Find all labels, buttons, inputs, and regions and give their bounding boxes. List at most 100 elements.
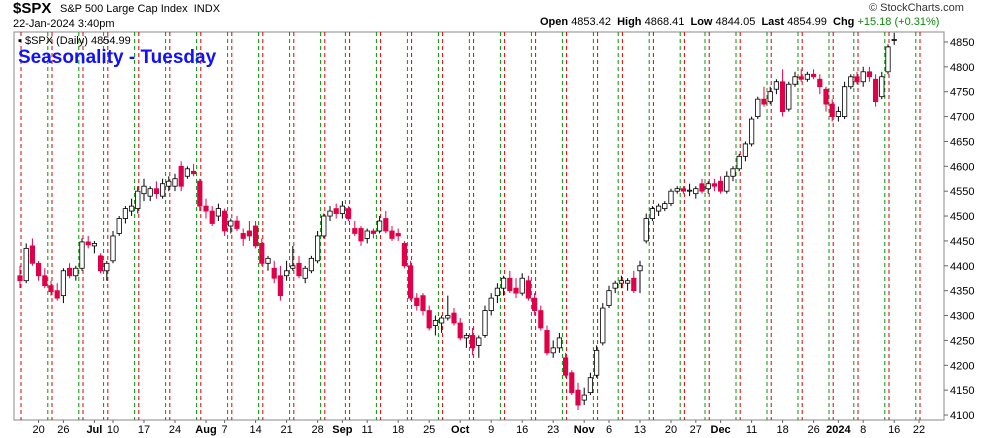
candle-body xyxy=(104,262,110,272)
candle-body xyxy=(302,267,308,279)
candle-body xyxy=(277,275,284,297)
candle-body xyxy=(178,165,184,187)
x-tick-label: 28 xyxy=(311,424,323,436)
candle-body xyxy=(718,180,724,192)
candle-body xyxy=(122,208,128,219)
candle-body xyxy=(705,183,711,190)
x-tick-label: 18 xyxy=(776,424,788,436)
candle-body xyxy=(166,180,172,187)
candle-body xyxy=(693,188,699,195)
candle-body xyxy=(116,218,122,234)
x-tick-label: 11 xyxy=(746,424,757,436)
candle-body xyxy=(321,215,327,237)
candle-body xyxy=(469,335,476,349)
candle-body xyxy=(29,245,36,264)
candle-body xyxy=(525,280,532,299)
candle-body xyxy=(662,203,668,209)
candle-body xyxy=(500,277,507,289)
candle-body xyxy=(240,233,246,239)
candle-body xyxy=(879,76,885,98)
candle-body xyxy=(23,247,29,282)
candle-body xyxy=(587,377,594,394)
candle-body xyxy=(296,262,302,277)
candle-body xyxy=(866,71,873,78)
candle-body xyxy=(407,265,414,299)
x-tick-label: 20 xyxy=(665,424,677,436)
candle-body xyxy=(891,39,897,41)
chart-header: $SPX S&P 500 Large Cap Index INDX 22-Jan… xyxy=(0,0,990,32)
candle-body xyxy=(835,111,842,117)
y-tick-label: 4500 xyxy=(950,211,974,223)
candle-body xyxy=(649,208,656,219)
candle-body xyxy=(48,285,54,293)
candle-body xyxy=(544,330,550,354)
candle-body xyxy=(234,220,240,229)
x-tick-label: 17 xyxy=(138,424,150,436)
candle-body xyxy=(674,188,680,192)
candle-body xyxy=(17,275,23,282)
x-tick-label: 16 xyxy=(516,424,528,436)
candle-body xyxy=(823,88,829,105)
x-tick-label: Sep xyxy=(332,424,352,436)
y-tick-label: 4650 xyxy=(950,136,974,148)
candle-body xyxy=(631,277,637,292)
x-tick-label: 13 xyxy=(634,424,646,436)
candle-body xyxy=(724,175,730,192)
candle-body xyxy=(594,349,600,376)
candle-body xyxy=(135,190,141,209)
candle-body xyxy=(60,270,67,297)
candle-body xyxy=(283,270,290,277)
plot-area xyxy=(13,31,945,421)
x-tick-label: 21 xyxy=(280,424,292,436)
x-tick-label: Oct xyxy=(451,424,470,436)
x-tick-label: 27 xyxy=(690,424,702,436)
x-tick-label: 14 xyxy=(249,424,261,436)
y-tick-label: 4550 xyxy=(950,186,974,198)
candle-body xyxy=(358,228,364,242)
candle-body xyxy=(519,277,525,294)
candle-body xyxy=(643,218,649,242)
candle-body xyxy=(414,297,420,306)
candle-body xyxy=(860,71,866,83)
candle-body xyxy=(209,210,215,224)
y-tick-label: 4300 xyxy=(950,311,974,323)
candle-body xyxy=(786,83,792,110)
candle-body xyxy=(457,322,463,339)
candle-body xyxy=(128,205,135,212)
y-tick-label: 4400 xyxy=(950,261,974,273)
x-tick-label: 11 xyxy=(361,424,372,436)
candle-body xyxy=(556,337,563,349)
candle-body xyxy=(438,317,445,324)
candle-body xyxy=(575,389,581,406)
candle-body xyxy=(345,208,352,219)
y-tick-label: 4250 xyxy=(950,335,974,347)
candle-body xyxy=(79,241,85,269)
x-tick-label: 10 xyxy=(107,424,119,436)
x-tick-label: Aug xyxy=(195,424,216,436)
candle-body xyxy=(513,287,519,294)
y-tick-label: 4150 xyxy=(950,385,974,397)
candle-body xyxy=(811,73,817,78)
candle-body xyxy=(265,257,271,264)
candle-body xyxy=(215,208,221,217)
candle-body xyxy=(426,310,432,329)
candle-body xyxy=(780,81,786,112)
candle-body xyxy=(221,210,228,232)
y-tick-label: 4800 xyxy=(950,62,974,74)
candle-body xyxy=(749,118,755,145)
candle-body xyxy=(612,282,618,289)
candle-body xyxy=(147,188,153,197)
candle-body xyxy=(730,168,736,177)
candle-body xyxy=(532,297,538,311)
candle-body xyxy=(761,98,767,105)
candle-body xyxy=(36,262,42,277)
x-tick-label: 7 xyxy=(222,424,228,436)
y-tick-label: 4750 xyxy=(950,87,974,99)
candle-body xyxy=(197,180,203,207)
candle-body xyxy=(98,255,104,272)
x-tick-label: 18 xyxy=(392,424,404,436)
x-tick-label: 6 xyxy=(606,424,612,436)
x-tick-label: 22 xyxy=(913,424,925,436)
candle-body xyxy=(420,295,426,311)
candle-body xyxy=(792,76,798,85)
